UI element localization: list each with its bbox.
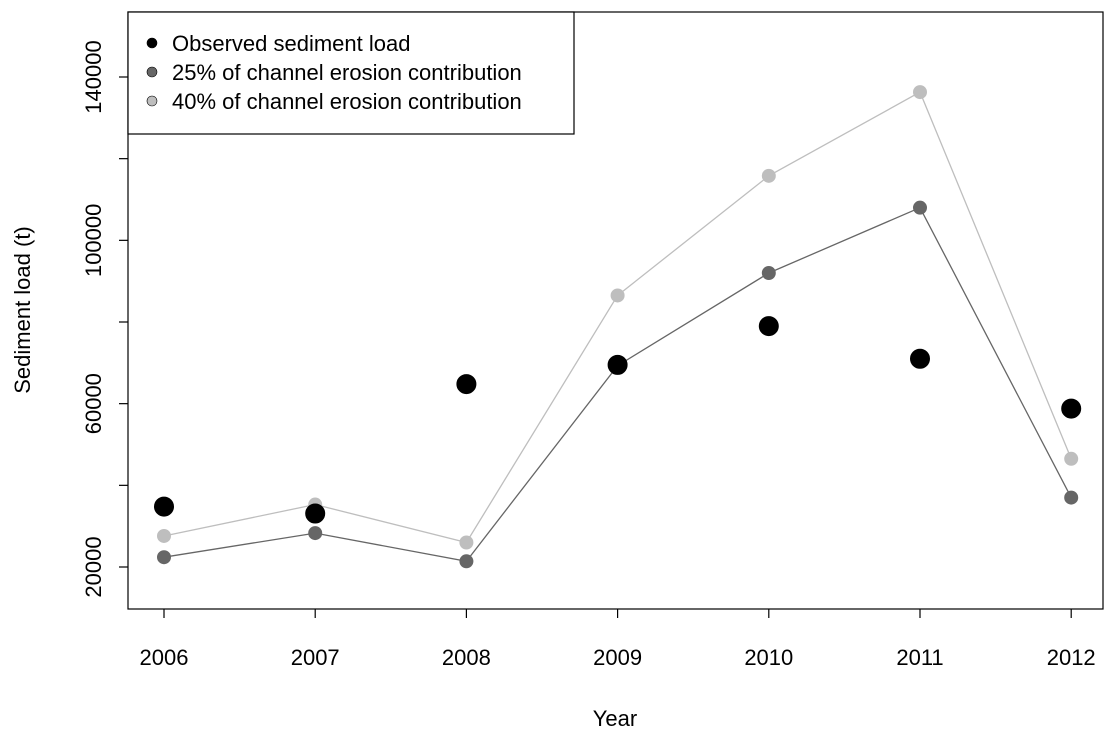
legend-label: Observed sediment load <box>172 31 410 56</box>
legend-label: 25% of channel erosion contribution <box>172 60 522 85</box>
point-25pct <box>913 200 927 215</box>
point-40pct <box>913 85 927 100</box>
x-tick-label: 2012 <box>1047 645 1096 670</box>
series-line-40pct <box>163 91 1072 544</box>
point-40pct <box>610 288 625 303</box>
point-25pct <box>308 526 323 541</box>
y-axis: 20000 60000 100000 140000 <box>81 40 128 598</box>
series-layer <box>154 85 1082 569</box>
observed-point <box>1061 398 1082 419</box>
y-tick-label: 100000 <box>81 204 106 277</box>
x-axis: 2006 2007 2008 2009 2010 2011 2012 <box>140 609 1096 670</box>
y-tick-label: 20000 <box>81 536 106 597</box>
y-tick-label: 140000 <box>81 40 106 113</box>
observed-point <box>154 496 174 517</box>
observed-point <box>456 374 477 395</box>
observed-point <box>758 316 779 337</box>
legend-label: 40% of channel erosion contribution <box>172 89 522 114</box>
point-25pct <box>157 550 171 565</box>
observed-point <box>607 354 628 375</box>
plot-frame <box>127 11 1104 610</box>
y-axis-title: Sediment load (t) <box>10 226 35 394</box>
x-tick-label: 2009 <box>593 645 642 670</box>
x-tick-label: 2006 <box>140 645 189 670</box>
observed-point <box>910 348 930 369</box>
legend-marker <box>146 37 158 49</box>
observed-point <box>305 503 326 524</box>
point-40pct <box>1064 451 1079 466</box>
x-tick-label: 2007 <box>291 645 340 670</box>
x-tick-label: 2010 <box>744 645 793 670</box>
legend-box <box>127 11 575 135</box>
legend: Observed sediment load 25% of channel ero… <box>127 11 575 135</box>
point-25pct <box>1064 490 1079 505</box>
point-40pct <box>459 535 474 550</box>
legend-marker <box>146 95 158 107</box>
x-tick-label: 2011 <box>896 645 943 670</box>
point-40pct <box>761 168 776 183</box>
point-40pct <box>157 528 171 543</box>
x-axis-title: Year <box>593 706 637 731</box>
point-25pct <box>761 266 776 280</box>
x-tick-label: 2008 <box>442 645 491 670</box>
legend-marker <box>146 66 158 78</box>
point-25pct <box>459 554 474 569</box>
y-tick-label: 60000 <box>81 373 106 434</box>
